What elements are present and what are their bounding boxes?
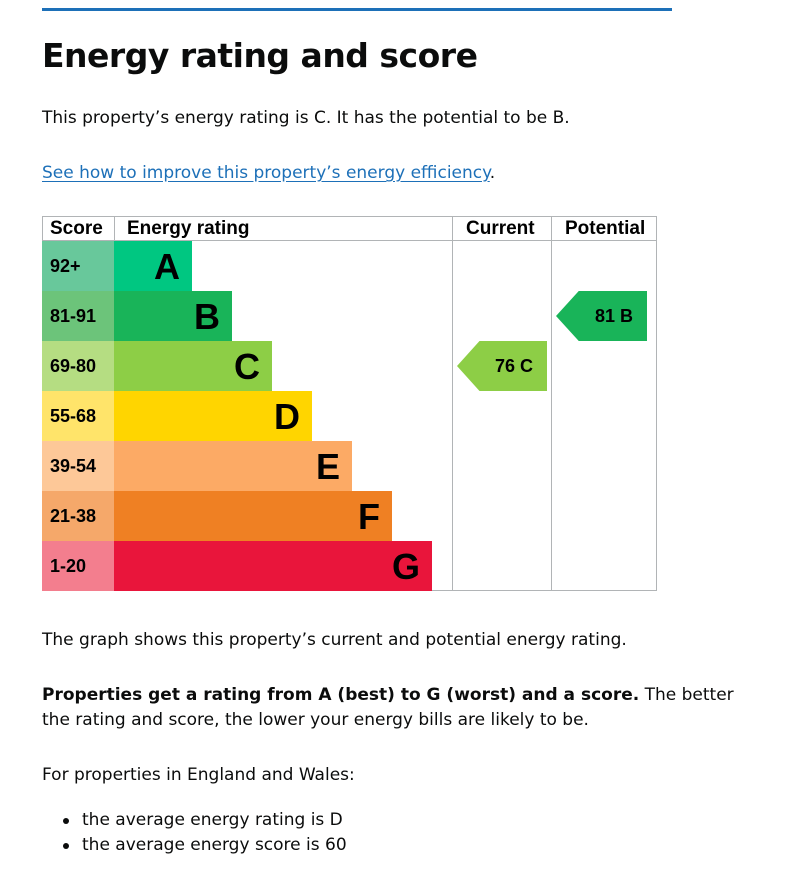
band-score-c: 69-80 <box>42 341 114 391</box>
improve-link-paragraph: See how to improve this property’s energ… <box>42 161 495 186</box>
band-bar-c: C <box>114 341 272 391</box>
band-bar-f: F <box>114 491 392 541</box>
energy-rating-graph: Score Energy rating Current Potential 92… <box>42 216 657 591</box>
header-divider <box>42 240 657 241</box>
band-score-g: 1-20 <box>42 541 114 591</box>
rating-explanation-bold: Properties get a rating from A (best) to… <box>42 685 640 705</box>
average-score-item: the average energy score is 60 <box>42 833 347 858</box>
averages-list: the average energy rating is D the avera… <box>42 808 347 858</box>
band-bar-a: A <box>114 241 192 291</box>
header-current: Current <box>466 218 535 239</box>
header-potential: Potential <box>565 218 646 239</box>
band-score-e: 39-54 <box>42 441 114 491</box>
rating-summary: This property’s energy rating is C. It h… <box>42 108 570 128</box>
rating-explanation: Properties get a rating from A (best) to… <box>42 683 734 733</box>
link-suffix: . <box>489 163 496 183</box>
average-rating-item: the average energy rating is D <box>42 808 347 833</box>
page-title: Energy rating and score <box>42 36 478 75</box>
section-divider <box>42 8 672 11</box>
current-rating-arrow: 76 C <box>457 341 547 391</box>
band-bar-g: G <box>114 541 432 591</box>
rating-explanation-rest: The better <box>639 685 734 705</box>
band-score-b: 81-91 <box>42 291 114 341</box>
improve-efficiency-link[interactable]: See how to improve this property’s energ… <box>42 163 490 183</box>
band-bar-b: B <box>114 291 232 341</box>
header-score: Score <box>50 218 103 239</box>
band-score-a: 92+ <box>42 241 114 291</box>
band-score-f: 21-38 <box>42 491 114 541</box>
potential-column-divider <box>551 216 552 591</box>
band-bar-d: D <box>114 391 312 441</box>
rating-explanation-line2: the rating and score, the lower your ene… <box>42 710 589 730</box>
current-column-divider <box>452 216 453 591</box>
potential-rating-arrow: 81 B <box>556 291 647 341</box>
graph-description: The graph shows this property’s current … <box>42 630 627 650</box>
band-bar-e: E <box>114 441 352 491</box>
band-score-d: 55-68 <box>42 391 114 441</box>
header-energy-rating: Energy rating <box>127 218 250 239</box>
england-wales-heading: For properties in England and Wales: <box>42 765 355 785</box>
